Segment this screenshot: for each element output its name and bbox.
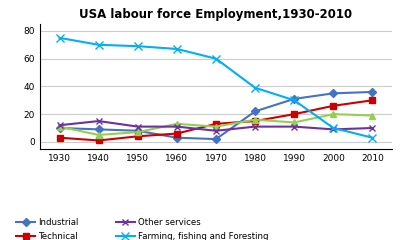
Line: Sales and office: Sales and office — [57, 111, 375, 138]
Farming, fishing and Foresting — [370, 136, 375, 139]
Sales and office — [214, 125, 218, 128]
Industrial — [214, 138, 218, 141]
Farming, fishing and Foresting — [135, 45, 140, 48]
Technical — [292, 113, 297, 116]
Industrial — [174, 136, 179, 139]
Other services — [331, 128, 336, 131]
Sales and office — [370, 114, 375, 117]
Industrial — [253, 110, 258, 113]
Farming, fishing and Foresting — [174, 48, 179, 50]
Farming, fishing and Foresting — [96, 43, 101, 46]
Technical — [370, 99, 375, 102]
Industrial — [96, 128, 101, 131]
Sales and office — [331, 113, 336, 116]
Industrial — [292, 97, 297, 100]
Industrial — [135, 129, 140, 132]
Technical — [57, 136, 62, 139]
Other services — [292, 125, 297, 128]
Other services — [214, 129, 218, 132]
Technical — [96, 139, 101, 142]
Line: Other services: Other services — [56, 118, 376, 134]
Farming, fishing and Foresting — [57, 36, 62, 39]
Other services — [253, 125, 258, 128]
Farming, fishing and Foresting — [253, 86, 258, 89]
Technical — [214, 122, 218, 125]
Farming, fishing and Foresting — [331, 126, 336, 129]
Other services — [370, 126, 375, 129]
Sales and office — [174, 122, 179, 125]
Other services — [57, 124, 62, 127]
Legend: Industrial, Technical, Sales and office, Other services, Farming, fishing and Fo: Industrial, Technical, Sales and office,… — [16, 218, 269, 240]
Farming, fishing and Foresting — [292, 99, 297, 102]
Other services — [174, 125, 179, 128]
Title: USA labour force Employment,1930-2010: USA labour force Employment,1930-2010 — [80, 8, 352, 21]
Line: Technical: Technical — [57, 97, 375, 143]
Sales and office — [96, 133, 101, 136]
Other services — [135, 125, 140, 128]
Line: Industrial: Industrial — [57, 89, 375, 142]
Sales and office — [292, 121, 297, 124]
Technical — [331, 104, 336, 107]
Other services — [96, 120, 101, 122]
Technical — [174, 132, 179, 135]
Sales and office — [57, 125, 62, 128]
Technical — [253, 120, 258, 122]
Industrial — [331, 92, 336, 95]
Sales and office — [253, 118, 258, 121]
Line: Farming, fishing and Foresting: Farming, fishing and Foresting — [55, 34, 377, 142]
Industrial — [57, 126, 62, 129]
Farming, fishing and Foresting — [214, 57, 218, 60]
Technical — [135, 135, 140, 138]
Sales and office — [135, 131, 140, 134]
Industrial — [370, 90, 375, 93]
